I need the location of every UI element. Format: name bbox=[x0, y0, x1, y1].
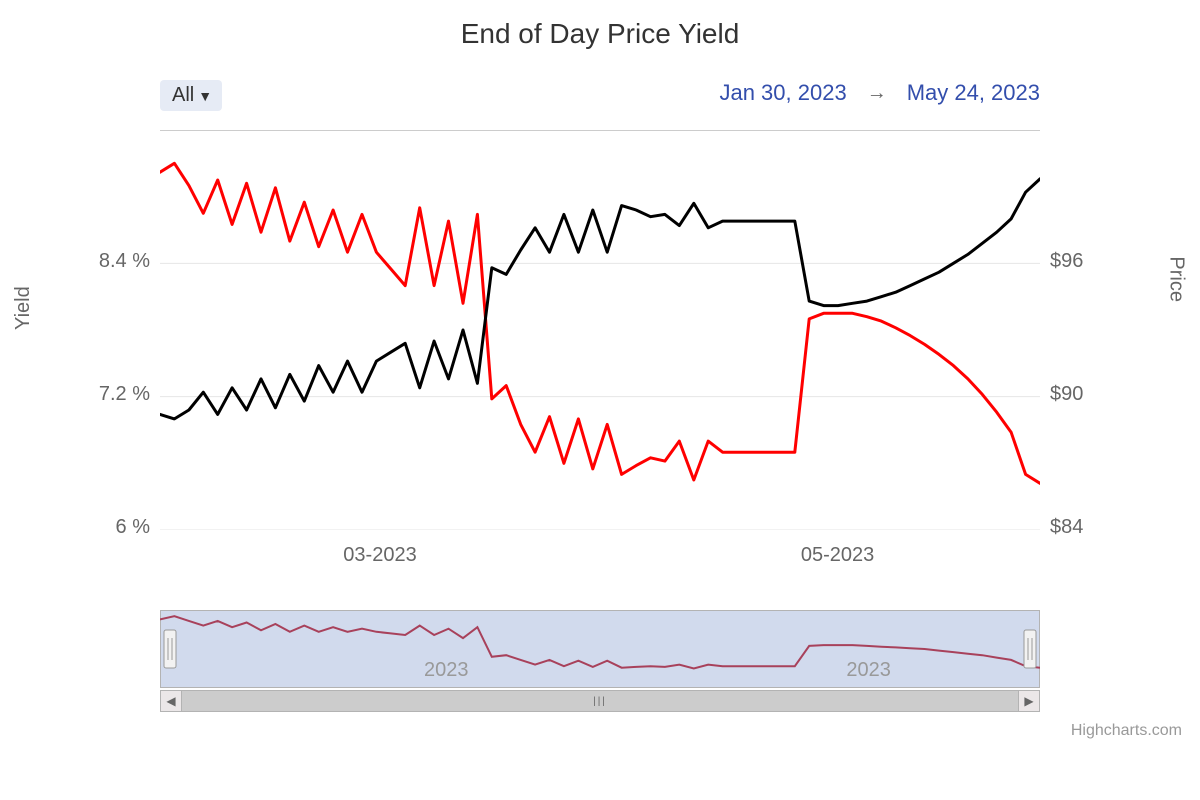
caret-down-icon: ▼ bbox=[198, 88, 212, 104]
range-selector-label: All bbox=[172, 84, 194, 107]
navigator-scrollbar: ◀ ||| ▶ bbox=[160, 690, 1040, 712]
navigator-tick-0: 2023 bbox=[424, 659, 469, 681]
chart-title: End of Day Price Yield bbox=[0, 18, 1200, 50]
arrow-right-icon: → bbox=[867, 82, 887, 105]
series-price-line bbox=[160, 179, 1040, 419]
y-axis-left-title: Yield bbox=[12, 286, 35, 330]
navigator[interactable]: 2023 2023 bbox=[160, 610, 1040, 688]
series-yield-line bbox=[160, 163, 1040, 483]
y-right-tick-0: $84 bbox=[1050, 516, 1140, 539]
navigator-tick-1: 2023 bbox=[846, 659, 891, 681]
scrollbar-thumb[interactable]: ||| bbox=[182, 691, 1018, 711]
scrollbar-grip-icon: ||| bbox=[593, 696, 607, 707]
scrollbar-right-button[interactable]: ▶ bbox=[1018, 690, 1040, 712]
y-axis-right-title: Price bbox=[1165, 256, 1188, 302]
main-chart[interactable] bbox=[160, 130, 1040, 530]
date-range: Jan 30, 2023 → May 24, 2023 bbox=[719, 80, 1040, 106]
y-right-tick-1: $90 bbox=[1050, 383, 1140, 406]
navigator-handle-left[interactable] bbox=[164, 630, 176, 668]
range-selector-all-button[interactable]: All ▼ bbox=[160, 80, 222, 111]
y-left-tick-0: 6 % bbox=[60, 516, 150, 539]
scrollbar-left-button[interactable]: ◀ bbox=[160, 690, 182, 712]
y-left-tick-1: 7.2 % bbox=[60, 383, 150, 406]
scrollbar-track[interactable]: ||| bbox=[182, 690, 1018, 712]
gridlines bbox=[160, 263, 1040, 530]
credits-link[interactable]: Highcharts.com bbox=[1071, 722, 1182, 740]
range-start-date[interactable]: Jan 30, 2023 bbox=[719, 80, 846, 106]
x-tick-0: 03-2023 bbox=[343, 544, 416, 567]
x-tick-1: 05-2023 bbox=[801, 544, 874, 567]
navigator-handle-right[interactable] bbox=[1024, 630, 1036, 668]
y-right-tick-2: $96 bbox=[1050, 250, 1140, 273]
range-end-date[interactable]: May 24, 2023 bbox=[907, 80, 1040, 106]
y-left-tick-2: 8.4 % bbox=[60, 250, 150, 273]
